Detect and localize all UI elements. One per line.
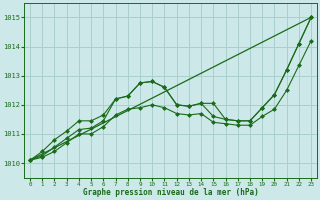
X-axis label: Graphe pression niveau de la mer (hPa): Graphe pression niveau de la mer (hPa) xyxy=(83,188,259,197)
